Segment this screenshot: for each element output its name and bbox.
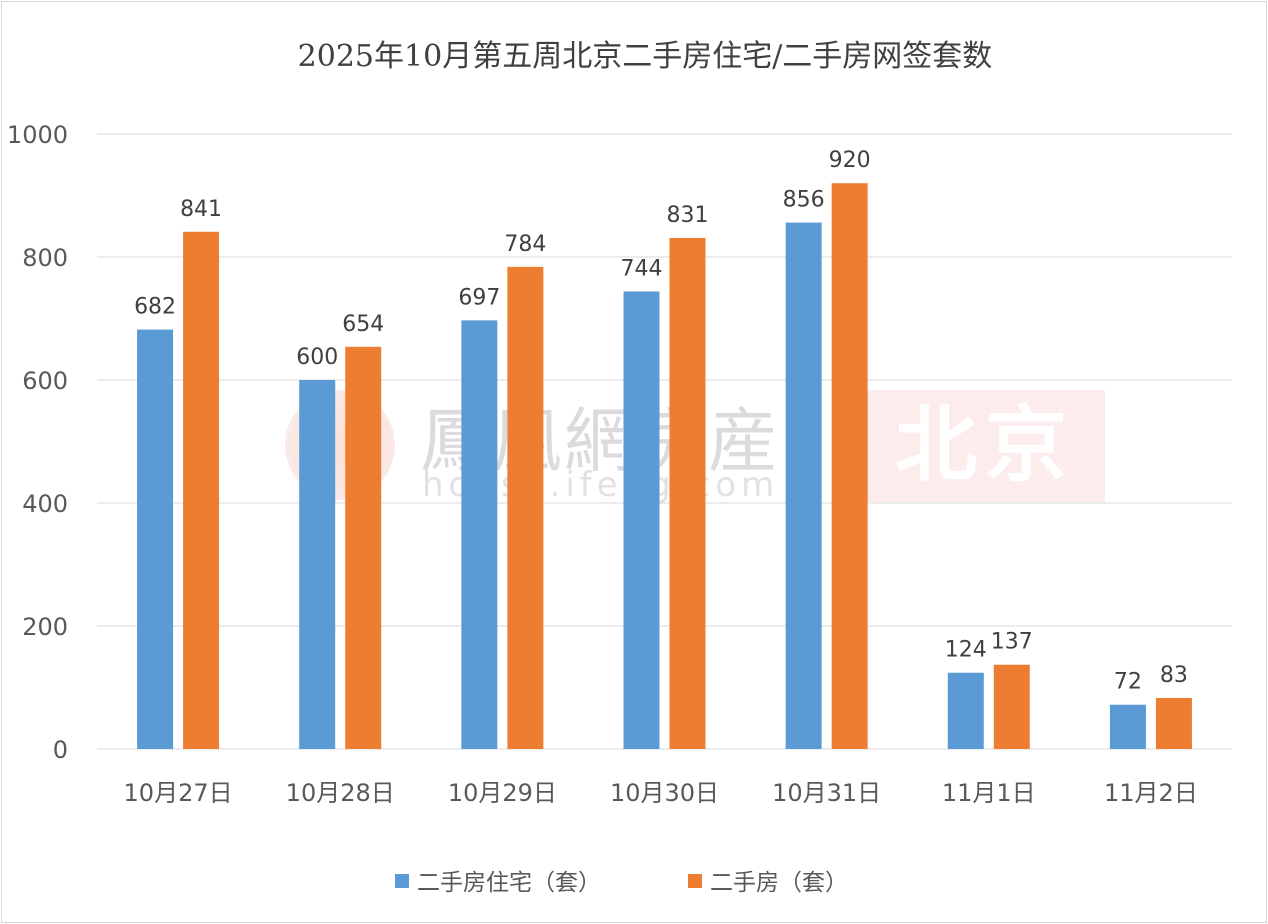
- bar-series-2: [669, 237, 706, 749]
- bar-series-1: [461, 320, 498, 749]
- bar-series-1: [947, 672, 984, 749]
- y-tick-label: 0: [53, 736, 68, 764]
- x-tick-label: 11月1日: [942, 779, 1036, 807]
- data-label: 920: [829, 148, 871, 173]
- x-tick-label: 10月29日: [448, 779, 557, 807]
- legend-swatch-series-1: [395, 874, 409, 888]
- data-label: 137: [991, 630, 1033, 655]
- bar-series-1: [623, 291, 660, 749]
- data-label: 654: [342, 312, 384, 337]
- data-label: 856: [783, 188, 825, 213]
- y-tick-label: 800: [22, 244, 68, 272]
- x-tick-label: 10月31日: [772, 779, 881, 807]
- bar-series-2: [507, 266, 544, 749]
- x-tick-label: 10月30日: [610, 779, 719, 807]
- data-label: 831: [667, 203, 709, 228]
- y-tick-label: 400: [22, 490, 68, 518]
- bar-series-2: [183, 231, 220, 749]
- bar-series-1: [785, 222, 822, 749]
- bar-series-2: [1155, 697, 1192, 749]
- x-tick-label: 10月27日: [124, 779, 233, 807]
- legend-label-series-2: 二手房（套）: [710, 870, 848, 896]
- y-tick-label: 1000: [7, 121, 68, 149]
- y-tick-label: 200: [22, 613, 68, 641]
- bar-series-1: [1109, 704, 1146, 749]
- data-label: 83: [1160, 663, 1188, 688]
- data-label: 841: [180, 197, 222, 222]
- data-label: 600: [296, 345, 338, 370]
- bar-series-2: [993, 664, 1030, 749]
- bar-series-1: [137, 329, 174, 749]
- data-label: 682: [134, 295, 176, 320]
- data-label: 124: [945, 638, 987, 663]
- data-label: 744: [621, 256, 663, 281]
- data-label: 72: [1114, 670, 1142, 695]
- data-label: 697: [458, 285, 500, 310]
- bar-series-2: [831, 183, 868, 749]
- bar-series-2: [345, 346, 382, 749]
- legend-label-series-1: 二手房住宅（套）: [417, 870, 601, 896]
- x-tick-label: 10月28日: [286, 779, 395, 807]
- bar-series-1: [299, 380, 336, 749]
- data-label: 784: [504, 232, 546, 257]
- x-tick-label: 11月2日: [1104, 779, 1198, 807]
- legend-swatch-series-2: [688, 874, 702, 888]
- y-tick-label: 600: [22, 367, 68, 395]
- chart-title: 2025年10月第五周北京二手房住宅/二手房网签套数: [298, 39, 993, 74]
